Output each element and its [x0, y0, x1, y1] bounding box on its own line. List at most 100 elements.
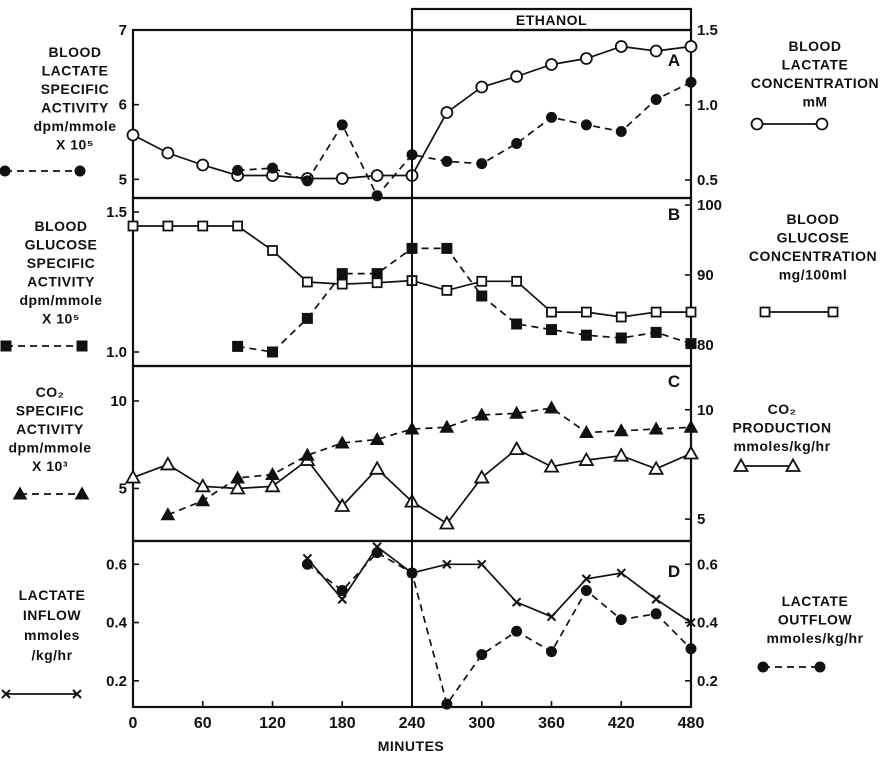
data-point-filled-square	[476, 290, 488, 302]
data-point-filled-triangle	[613, 423, 629, 437]
data-point-filled-square	[371, 268, 383, 280]
data-point-open-triangle	[438, 515, 455, 530]
data-point-filled-triangle	[265, 466, 280, 480]
left-axis-label: ACTIVITY	[16, 421, 84, 437]
data-point-filled-triangle	[648, 421, 664, 435]
data-point-open-circle	[126, 128, 140, 142]
x-tick-label: 480	[678, 715, 705, 732]
left-axis-label: BLOOD	[48, 44, 101, 60]
data-point-open-triangle	[194, 477, 211, 493]
data-point-filled-circle	[336, 119, 348, 131]
left-axis-label: LACTATE	[42, 63, 109, 79]
right-tick-label: 90	[697, 267, 714, 284]
right-tick-label: 1.5	[697, 22, 718, 39]
data-point-filled-square	[685, 338, 697, 350]
right-axis-label: OUTFLOW	[778, 612, 853, 628]
left-axis-label: dpm/mmole	[33, 118, 116, 134]
legend-marker-filled-circle	[757, 661, 769, 673]
data-point-open-square	[127, 220, 139, 232]
data-point-filled-circle	[476, 649, 488, 661]
right-tick-label: 0.4	[697, 615, 719, 632]
data-point-open-triangle	[648, 460, 665, 475]
panel-a: A 5 6 7 0.5 1.0 1.5 BLOOD LACTATE SPECIFIC ACTIVIT…	[33, 22, 879, 202]
left-axis-label: ACTIVITY	[41, 100, 109, 116]
data-point-filled-square	[546, 324, 557, 336]
left-tick-label: 10	[110, 393, 127, 410]
x-tick-label: 180	[329, 715, 356, 732]
data-point-x	[651, 594, 661, 604]
data-point-x	[686, 617, 696, 628]
legend-marker-filled-triangle	[74, 486, 90, 500]
left-axis-label: X 10⁵	[42, 311, 80, 327]
data-point-open-square	[232, 220, 244, 232]
data-point-open-triangle	[473, 469, 490, 484]
panel-letter: C	[668, 372, 680, 391]
data-point-filled-circle	[511, 625, 523, 637]
data-point-open-circle	[370, 169, 384, 182]
data-point-filled-triangle	[509, 405, 524, 419]
data-point-open-square	[476, 275, 488, 287]
data-point-open-triangle	[124, 469, 142, 484]
data-point-open-triangle	[578, 451, 595, 466]
legend-marker-open-triangle	[732, 457, 750, 472]
right-tick-label: 1.0	[697, 97, 718, 114]
data-point-x	[477, 559, 487, 570]
legend-marker-open-circle	[815, 117, 829, 131]
legend-marker-filled-triangle	[12, 486, 28, 500]
panel-letter: B	[668, 205, 680, 224]
left-axis-label: GLUCOSE	[25, 237, 98, 253]
data-point-open-circle	[545, 58, 558, 71]
data-point-filled-triangle	[544, 400, 559, 414]
data-point-open-triangle	[229, 480, 246, 495]
right-tick-label: 5	[697, 511, 705, 528]
right-axis-label: LACTATE	[782, 593, 849, 609]
legend-marker-filled-square	[0, 340, 12, 352]
right-axis-label: PRODUCTION	[732, 420, 831, 436]
right-axis-label: CONCENTRATION	[749, 248, 877, 264]
left-tick-label: 1.0	[106, 344, 127, 361]
data-point-open-triangle	[508, 440, 525, 456]
data-point-x	[581, 574, 592, 584]
left-axis-label: dpm/mmole	[19, 292, 102, 308]
x-tick-label: 120	[259, 715, 286, 732]
x-axis-label: MINUTES	[378, 738, 445, 754]
data-point-filled-circle	[301, 175, 313, 187]
legend-marker-filled-square	[76, 340, 88, 352]
data-point-filled-square	[580, 329, 592, 341]
panel-b: B 1.0 1.5 80 90 100 BLOOD GLUCOSE SPECIFIC ACTIVI…	[19, 196, 877, 368]
ethanol-label: ETHANOL	[516, 12, 587, 28]
panel-c: C 5 10 5 10 CO₂ SPECIFIC ACTIVITY dpm/mmole X 10³…	[8, 364, 831, 543]
data-point-filled-square	[301, 312, 313, 324]
series-line-c-2	[167, 407, 692, 516]
left-tick-label: 5	[119, 481, 127, 498]
data-point-open-circle	[614, 40, 628, 53]
left-axis-label: SPECIFIC	[27, 255, 96, 271]
data-point-filled-circle	[441, 698, 453, 710]
right-axis-label: BLOOD	[788, 38, 841, 54]
data-point-filled-triangle	[439, 419, 455, 433]
data-point-open-triangle	[369, 460, 386, 475]
data-point-filled-circle	[650, 608, 662, 620]
data-point-open-square	[511, 275, 523, 287]
data-point-filled-triangle	[683, 419, 699, 433]
x-tick-label: 0	[129, 715, 138, 732]
data-point-open-circle	[196, 158, 210, 172]
right-axis-label: GLUCOSE	[777, 230, 850, 246]
series-line-d-2	[306, 551, 692, 707]
right-tick-label: 80	[697, 337, 714, 354]
legend-marker-open-square	[827, 306, 839, 318]
data-point-filled-square	[650, 326, 662, 338]
left-axis-label: X 10⁵	[56, 137, 94, 153]
data-point-filled-triangle	[334, 435, 350, 449]
data-point-x	[511, 597, 522, 607]
right-tick-label: 0.6	[697, 556, 718, 573]
legend-marker-filled-circle	[0, 165, 11, 177]
legend-marker-x	[1, 689, 11, 699]
x-tick-label: 300	[468, 715, 495, 732]
right-axis-label: CONCENTRATION	[751, 75, 879, 91]
data-point-open-triangle	[334, 497, 351, 512]
data-point-open-circle	[649, 44, 663, 58]
data-point-filled-triangle	[579, 424, 594, 438]
legend-marker-open-square	[759, 306, 771, 318]
